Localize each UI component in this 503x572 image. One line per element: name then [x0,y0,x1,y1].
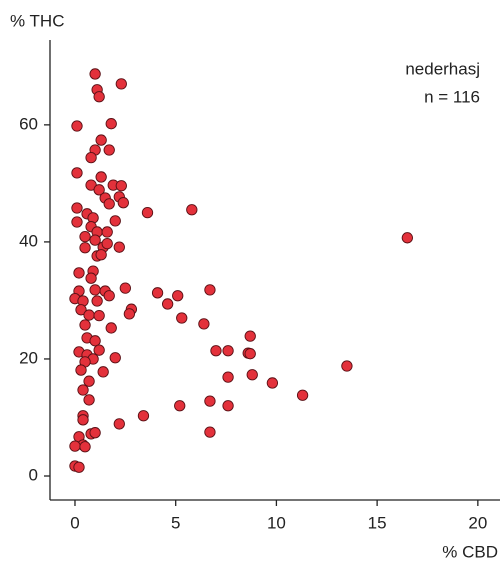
point [186,204,198,216]
annotation: n = 116 [424,87,480,106]
x-tick-label: 15 [368,513,387,532]
point [89,68,101,80]
point [105,322,117,334]
point [75,364,87,376]
y-tick-label: 60 [19,114,38,133]
point [71,202,83,214]
point [210,345,222,357]
point [79,441,91,453]
point [103,198,115,210]
point [119,282,131,294]
point [89,335,101,347]
point [137,410,150,422]
y-tick-label: 40 [19,231,38,250]
point [71,120,83,132]
point [117,197,129,209]
y-axis-label: % THC [10,11,64,30]
point [151,287,164,299]
point [113,418,125,430]
point [222,371,234,383]
point [222,400,234,412]
point [93,344,105,356]
point [89,234,101,246]
point [93,184,105,196]
x-tick-label: 10 [267,513,286,532]
point [246,369,258,381]
point [69,440,81,452]
point [109,215,121,227]
point [93,91,105,103]
point [198,318,210,330]
point [115,78,127,90]
point [89,427,101,439]
x-tick-label: 5 [171,513,180,532]
point [401,232,413,244]
point [83,375,95,387]
point [79,230,91,243]
point [204,395,216,407]
point [97,366,109,378]
point [101,226,113,238]
point [113,241,125,253]
point [91,295,103,307]
point [101,238,113,250]
point [79,319,91,331]
point [85,151,97,164]
point [95,249,107,261]
point [103,144,115,156]
annotation: nederhasj [405,59,480,78]
point [176,312,188,324]
point [105,118,117,130]
point [83,309,95,321]
x-tick-label: 20 [468,513,487,532]
point [77,414,89,426]
point [75,304,87,316]
point [85,272,97,284]
point [71,216,83,228]
x-tick-label: 0 [70,513,79,532]
y-tick-label: 0 [29,465,38,484]
point [172,290,184,302]
point [77,384,89,396]
point [73,461,85,473]
point [73,267,85,279]
point [204,426,216,438]
point [83,394,95,406]
y-tick-label: 20 [19,348,38,367]
point [161,298,174,310]
point [79,242,91,254]
point [93,309,105,322]
point [141,206,154,219]
point [222,345,234,357]
point [71,167,83,179]
x-axis-label: % CBD [442,542,498,561]
point [103,290,115,302]
point [115,180,127,192]
point [95,171,107,183]
point [89,284,101,296]
point [204,284,216,296]
point [296,389,309,401]
point [341,360,353,372]
point [266,377,279,389]
point [95,134,107,146]
point [174,400,186,412]
point [244,348,256,360]
point [123,308,136,320]
point [109,352,121,364]
point [244,330,256,342]
